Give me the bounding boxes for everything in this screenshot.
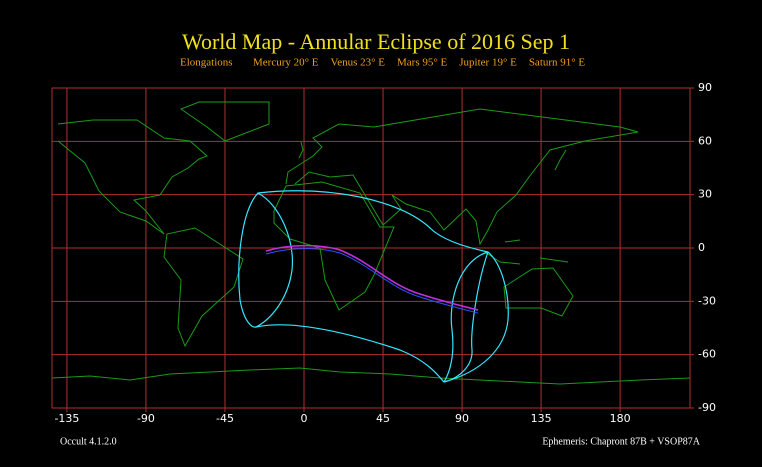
y-tick-label: 0 — [698, 241, 705, 254]
coast-eurasia — [285, 108, 639, 246]
penumbra-right-limb — [443, 251, 489, 383]
coast-indonesia — [481, 239, 569, 265]
elongation-item: Mars 95° E — [397, 57, 448, 69]
x-tick-label: -90 — [137, 412, 155, 425]
footer-ephemeris: Ephemeris: Chapront 87B + VSOP87A — [542, 436, 700, 447]
coast-antarctica — [51, 367, 691, 385]
elongation-item: Venus 23° E — [331, 57, 386, 69]
x-tick-label: 45 — [376, 412, 390, 425]
elongations: Elongations Mercury 20° E Venus 23° E Mars… — [180, 57, 585, 69]
coast-japan — [554, 149, 567, 171]
coast-south-america — [163, 227, 244, 348]
elongations-label: Elongations — [180, 57, 233, 69]
coast-africa — [273, 181, 395, 311]
y-tick-label: -90 — [698, 401, 716, 414]
elongation-item: Mercury 20° E — [253, 57, 319, 69]
x-tick-label: 90 — [455, 412, 469, 425]
x-tick-label: -135 — [54, 412, 79, 425]
coast-north-america — [57, 119, 208, 235]
y-tick-label: -30 — [698, 294, 716, 307]
central-line — [265, 244, 479, 311]
eclipse-path — [238, 190, 509, 383]
penumbra-left-limb — [255, 192, 293, 328]
coastlines — [51, 101, 691, 385]
coast-greenland — [179, 101, 270, 142]
elongation-item: Saturn 91° E — [529, 57, 586, 69]
coast-australia — [503, 267, 574, 317]
footer-version: Occult 4.1.2.0 — [60, 436, 117, 447]
y-tick-label: -60 — [698, 348, 716, 361]
y-tick-label: 30 — [698, 188, 712, 201]
elongation-item: Jupiter 19° E — [459, 57, 517, 69]
x-tick-label: 180 — [610, 412, 631, 425]
x-tick-label: -45 — [216, 412, 234, 425]
title: World Map - Annular Eclipse of 2016 Sep … — [182, 29, 570, 54]
x-tick-label: 0 — [301, 412, 308, 425]
penumbra-outline — [238, 190, 509, 383]
x-tick-label: 135 — [531, 412, 552, 425]
annular-limit — [265, 248, 479, 314]
grid: -135 -90 -45 0 45 90 135 180 90 60 30 0 -30 -60 -90 — [51, 81, 716, 425]
coast-britain — [298, 141, 304, 159]
y-tick-label: 60 — [698, 134, 712, 147]
y-tick-label: 90 — [698, 81, 712, 94]
